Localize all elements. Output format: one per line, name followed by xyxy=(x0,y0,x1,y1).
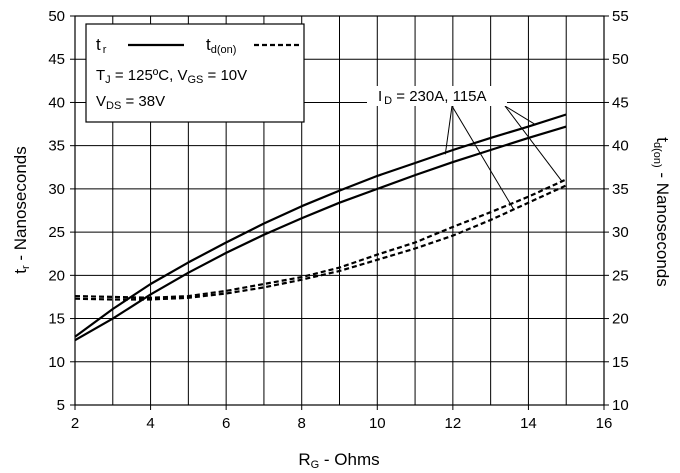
annotation-pointer-line xyxy=(504,105,537,126)
y-left-tick-label: 25 xyxy=(48,224,65,241)
y-right-tick-label: 55 xyxy=(612,8,629,25)
x-tick-label: 4 xyxy=(146,415,154,432)
x-axis-label: RG - Ohms xyxy=(298,450,379,471)
y-left-tick-label: 50 xyxy=(48,8,65,25)
y-left-tick-label: 5 xyxy=(57,397,65,414)
legend-td-label: td(on) xyxy=(206,35,236,56)
series-line-tr xyxy=(74,125,567,342)
annotation-pointers xyxy=(444,105,563,210)
series-line-td-on xyxy=(74,184,567,301)
legend-condition-vds: VDS = 38V xyxy=(96,93,165,112)
y-left-tick-label: 15 xyxy=(48,311,65,328)
y-right-tick-label: 20 xyxy=(612,311,629,328)
series-lines xyxy=(74,113,567,342)
x-tick-label: 10 xyxy=(369,415,386,432)
x-tick-label: 16 xyxy=(596,415,613,432)
y-left-tick-label: 20 xyxy=(48,267,65,284)
x-tick-label: 14 xyxy=(520,415,537,432)
y-right-tick-label: 30 xyxy=(612,224,629,241)
x-ticks: 2 4 6 8 10 12 14 16 xyxy=(71,405,613,432)
x-tick-label: 12 xyxy=(445,415,462,432)
series-line-tr xyxy=(74,113,567,338)
y-left-ticks: 5 10 15 20 25 30 35 40 45 50 xyxy=(48,8,75,414)
plot-frame xyxy=(74,15,605,406)
y-left-tick-label: 30 xyxy=(48,181,65,198)
legend-box xyxy=(85,23,305,123)
y-right-tick-label: 35 xyxy=(612,181,629,198)
x-tick-label: 8 xyxy=(298,415,306,432)
y-right-tick-label: 25 xyxy=(612,267,629,284)
annotation-pointer-line xyxy=(504,105,563,183)
series-line-td-on xyxy=(74,178,567,299)
y-right-tick-label: 50 xyxy=(612,51,629,68)
y-left-tick-label: 45 xyxy=(48,51,65,68)
legend-condition-tj-vgs: TJ = 125ºC, VGS = 10V xyxy=(96,67,247,86)
y-left-tick-label: 10 xyxy=(48,354,65,371)
y-right-tick-label: 45 xyxy=(612,94,629,111)
y-left-tick-label: 35 xyxy=(48,138,65,155)
x-tick-label: 2 xyxy=(71,415,79,432)
y-right-ticks: 10 15 20 25 30 35 40 45 50 55 xyxy=(604,8,629,414)
x-tick-label: 6 xyxy=(222,415,230,432)
annotation-pointer-line xyxy=(444,105,453,155)
y-right-tick-label: 10 xyxy=(612,397,629,414)
y-right-tick-label: 15 xyxy=(612,354,629,371)
y-right-tick-label: 40 xyxy=(612,138,629,155)
annotation-pointer-line xyxy=(451,105,514,210)
y-left-axis-label: tr - Nanoseconds xyxy=(11,146,32,273)
annotation-box xyxy=(367,86,507,106)
y-right-axis-label: td(on) - Nanoseconds xyxy=(651,137,672,287)
y-left-tick-label: 40 xyxy=(48,94,65,111)
